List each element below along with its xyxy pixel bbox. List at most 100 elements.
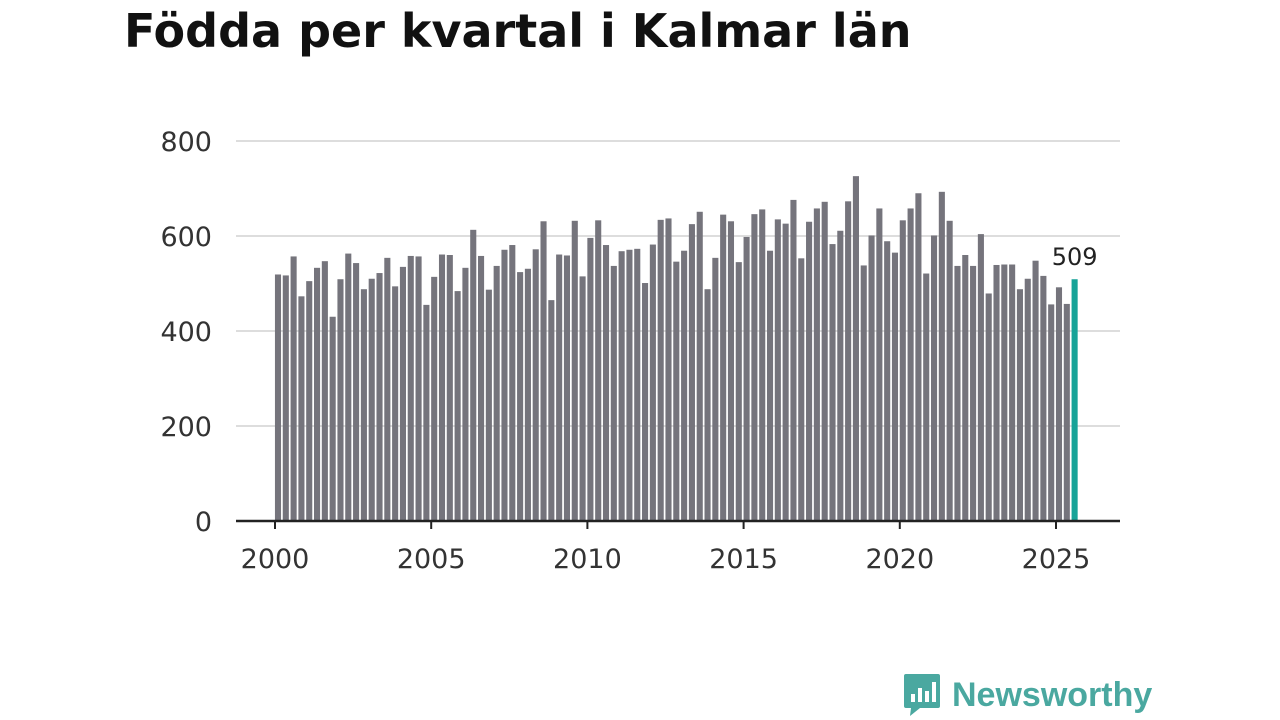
bar — [563, 255, 571, 522]
x-tick-label: 2025 — [1022, 544, 1091, 575]
bar — [774, 219, 781, 522]
bar — [665, 218, 672, 521]
bar — [891, 252, 899, 522]
bar — [1032, 260, 1039, 521]
bar — [907, 208, 914, 521]
bar — [290, 256, 297, 521]
bar — [595, 220, 602, 521]
bar — [610, 265, 617, 521]
bar — [649, 244, 656, 522]
bar — [852, 176, 859, 521]
bar — [579, 276, 586, 522]
bar — [1024, 278, 1031, 521]
bar — [790, 199, 797, 521]
bar — [899, 220, 906, 521]
bar — [938, 191, 945, 521]
axes — [236, 519, 1120, 529]
bar — [813, 208, 820, 521]
bar — [657, 219, 664, 521]
bar — [868, 235, 875, 521]
bar — [556, 254, 563, 521]
x-tick-label: 2000 — [241, 544, 310, 575]
bar — [399, 266, 406, 522]
bar — [524, 268, 531, 521]
bar — [462, 267, 469, 521]
chart-title: Födda per kvartal i Kalmar län — [124, 4, 912, 58]
bar — [353, 263, 360, 521]
bar — [634, 248, 641, 521]
bar — [1048, 304, 1055, 521]
bar — [1063, 303, 1070, 521]
bar — [321, 261, 328, 521]
bar — [743, 236, 750, 521]
newsworthy-logo-icon — [904, 674, 940, 716]
bar — [329, 316, 336, 521]
bar — [470, 229, 477, 521]
bar — [626, 249, 633, 521]
bar — [540, 221, 547, 521]
bar — [985, 293, 992, 521]
bar — [384, 257, 391, 521]
bar — [1001, 264, 1008, 521]
bar — [548, 300, 555, 522]
bar — [782, 223, 789, 521]
bar — [766, 250, 774, 521]
bar — [282, 275, 289, 521]
y-tick-label: 400 — [160, 317, 212, 348]
bar — [970, 265, 977, 521]
bar — [821, 201, 828, 522]
x-tick-label: 2010 — [553, 544, 622, 575]
bar — [454, 291, 461, 521]
y-tick-label: 600 — [160, 222, 212, 253]
bar — [993, 264, 1000, 521]
bar — [1040, 275, 1047, 521]
bar — [860, 265, 867, 521]
bar — [712, 257, 719, 521]
bar — [298, 296, 305, 521]
bar — [696, 211, 703, 521]
bar — [392, 286, 399, 521]
bar — [977, 234, 984, 521]
bar — [618, 251, 625, 521]
bar — [642, 283, 649, 521]
x-tick-label: 2015 — [709, 544, 778, 575]
bar — [376, 273, 383, 521]
bar — [587, 237, 594, 521]
x-tick-label: 2005 — [397, 544, 466, 575]
bar — [759, 209, 766, 521]
bar — [446, 255, 453, 521]
newsworthy-brand: Newsworthy — [902, 670, 1152, 720]
bar — [915, 193, 922, 521]
bar — [274, 274, 282, 521]
bar — [571, 220, 578, 522]
y-tick-label: 200 — [160, 412, 212, 443]
bar — [704, 289, 711, 521]
bar — [493, 265, 500, 521]
bar — [509, 245, 516, 521]
bars — [274, 176, 1078, 522]
bar — [962, 255, 969, 521]
bar — [423, 304, 430, 522]
bar — [837, 230, 844, 521]
bar — [1016, 289, 1023, 521]
bar — [314, 267, 321, 521]
y-tick-label: 0 — [195, 507, 212, 538]
bar — [954, 265, 961, 521]
bar — [478, 255, 485, 521]
bar — [438, 254, 446, 521]
bar — [337, 279, 344, 521]
bar — [368, 278, 375, 521]
bar — [727, 221, 735, 521]
bar — [345, 253, 352, 521]
bar — [602, 245, 610, 521]
bar — [876, 208, 883, 521]
x-tick-label: 2020 — [865, 544, 934, 575]
bar — [681, 250, 688, 521]
bar — [806, 221, 813, 521]
bar — [735, 262, 742, 522]
bar — [532, 249, 539, 522]
bar — [673, 261, 680, 521]
bar — [798, 258, 805, 521]
bar — [517, 272, 524, 521]
